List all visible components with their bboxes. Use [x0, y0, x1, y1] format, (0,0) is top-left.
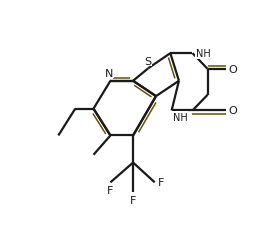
Text: NH: NH: [196, 49, 210, 59]
Text: O: O: [229, 106, 237, 116]
Text: S: S: [145, 56, 152, 66]
Text: F: F: [158, 177, 164, 188]
Text: O: O: [229, 65, 237, 74]
Text: F: F: [130, 195, 136, 205]
Text: NH: NH: [173, 112, 188, 122]
Text: F: F: [107, 185, 114, 195]
Text: N: N: [105, 68, 113, 78]
